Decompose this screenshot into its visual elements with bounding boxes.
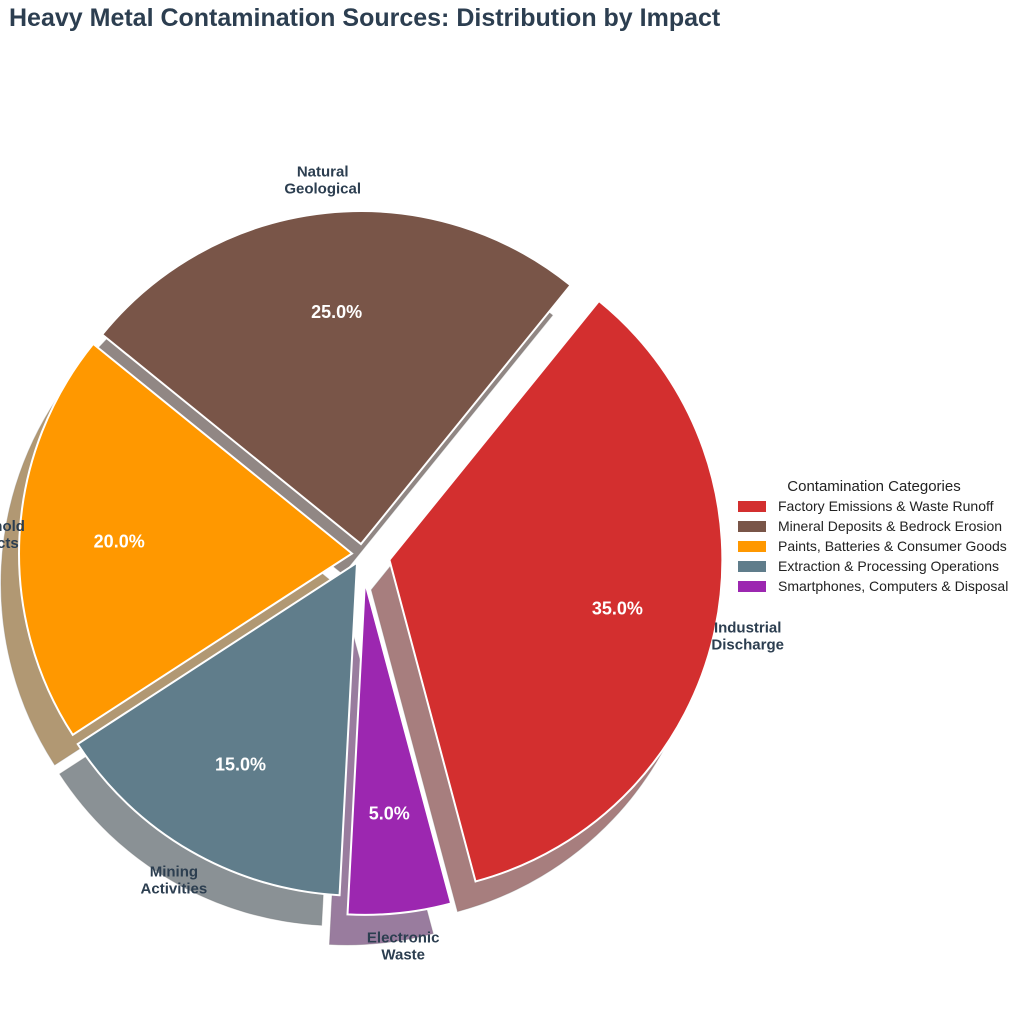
legend-swatch (738, 521, 766, 532)
legend: Contamination Categories Factory Emission… (738, 478, 1008, 594)
pie-slice-mining-activities[interactable] (76, 560, 359, 897)
legend-entry-label: Mineral Deposits & Bedrock Erosion (778, 518, 1002, 534)
category-label-household-products: HouseholdProducts (0, 518, 25, 552)
legend-swatch (738, 541, 766, 552)
pie-slice-natural-geological[interactable] (100, 210, 572, 546)
category-label-electronic-waste: Electronic Waste (367, 930, 440, 964)
percent-label-mining-activities: 15.0% (215, 755, 266, 775)
category-label-industrial-discharge: Industrial Discharge (711, 620, 784, 654)
percent-label-household-products: 20.0% (94, 531, 145, 551)
legend-entry-label: Extraction & Processing Operations (778, 558, 999, 574)
legend-entry-label: Factory Emissions & Waste Runoff (778, 498, 994, 514)
legend-entry-label: Paints, Batteries & Consumer Goods (778, 538, 1007, 554)
percent-label-industrial-discharge: 35.0% (592, 598, 643, 618)
legend-swatch (738, 561, 766, 572)
category-label-natural-geological: Natural Geological (284, 163, 361, 197)
pie-slice-household-products[interactable] (18, 342, 354, 737)
percent-label-natural-geological: 25.0% (311, 302, 362, 322)
legend-entry-label: Smartphones, Computers & Disposal (778, 578, 1008, 594)
category-label-mining-activities: Mining Activities (141, 863, 208, 897)
pie-slice-electronic-waste[interactable] (346, 581, 453, 916)
percent-label-electronic-waste: 5.0% (369, 804, 410, 824)
legend-swatch (738, 581, 766, 592)
legend-title: Contamination Categories (787, 478, 960, 495)
slice-labels: 35.0% Industrial Discharge 5.0% Electronic Wa… (0, 163, 784, 963)
legend-swatch (738, 501, 766, 512)
pie-slice-industrial-discharge[interactable] (388, 299, 724, 883)
chart-title: Heavy Metal Contamination Sources: Distr… (9, 4, 721, 32)
pie-slices (18, 210, 724, 916)
